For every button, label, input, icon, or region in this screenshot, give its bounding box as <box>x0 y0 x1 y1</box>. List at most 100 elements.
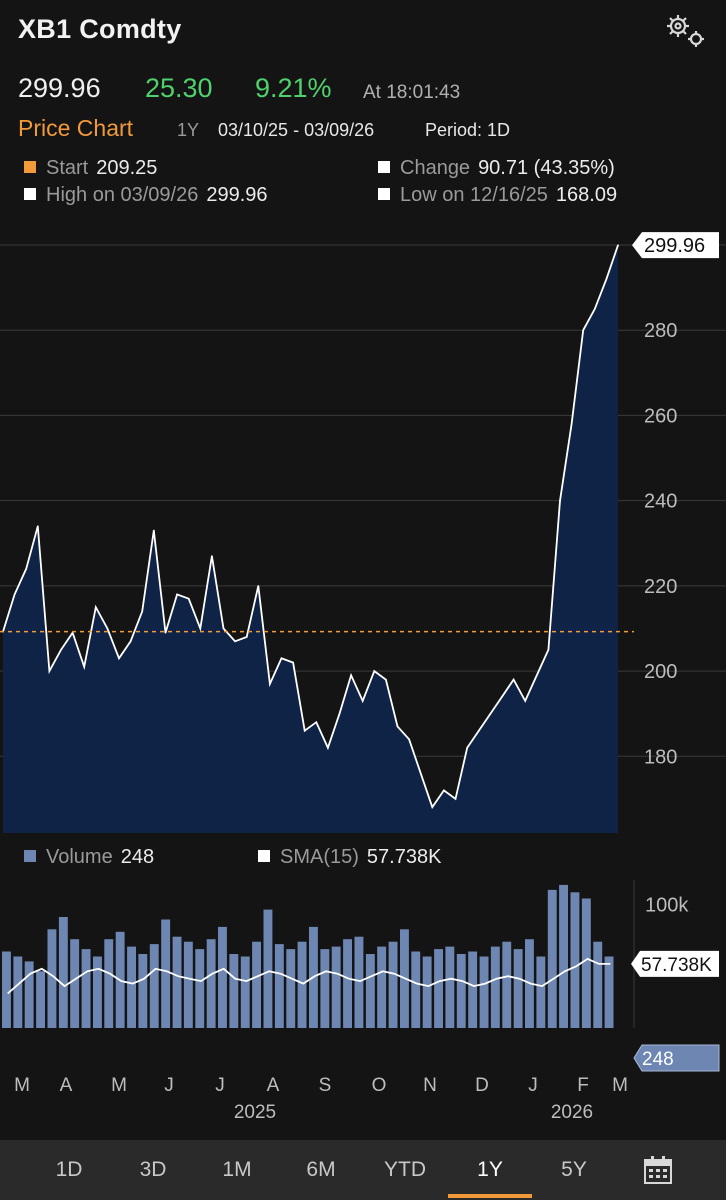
x-tick-label: D <box>475 1075 489 1096</box>
volume-bar <box>365 954 375 1028</box>
y-tick-label: 240 <box>644 491 677 513</box>
settings-gear-icon[interactable] <box>662 12 708 50</box>
price-point <box>489 712 492 715</box>
price-point <box>524 700 526 702</box>
volume-bar <box>36 971 45 1028</box>
high-value: 299.96 <box>206 184 268 206</box>
price-point <box>153 529 155 532</box>
volume-bar <box>2 951 11 1028</box>
volume-bar <box>502 941 512 1028</box>
price-point <box>466 746 468 749</box>
chart-range: 1Y <box>177 120 200 140</box>
volume-tick-label: 100k <box>645 895 689 917</box>
price-chart[interactable]: 180 200 220 240 260 280 299.96 <box>0 215 726 845</box>
x-tick-label: F <box>577 1075 589 1096</box>
volume-bar <box>161 919 171 1028</box>
start-label: Start <box>46 157 89 179</box>
volume-bar <box>343 939 352 1028</box>
volume-bar <box>149 944 159 1028</box>
calendar-icon[interactable] <box>643 1155 673 1185</box>
volume-bar <box>411 951 421 1028</box>
volume-bar <box>263 909 273 1028</box>
price-chart-title[interactable]: Price Chart <box>18 115 134 141</box>
volume-bar <box>183 941 193 1028</box>
volume-swatch <box>24 850 36 862</box>
volume-bar <box>274 944 284 1028</box>
x-tick-label: A <box>60 1075 73 1096</box>
chart-period: Period: 1D <box>425 120 511 140</box>
last-price-flag <box>632 232 719 259</box>
volume-bar <box>513 949 523 1028</box>
price-point <box>222 627 225 630</box>
tab-1y[interactable]: 1Y <box>477 1158 503 1181</box>
volume-bar <box>104 939 114 1028</box>
volume-bar <box>286 949 296 1028</box>
y-tick-label: 180 <box>644 746 677 768</box>
volume-bar <box>229 954 239 1028</box>
price-point <box>373 670 376 672</box>
price-point <box>187 597 190 600</box>
change-swatch <box>378 161 390 173</box>
price-point <box>535 674 538 677</box>
x-tick-label: S <box>319 1075 332 1096</box>
volume-label: Volume <box>46 846 113 868</box>
volume-bar <box>445 946 455 1028</box>
price-point <box>559 499 561 502</box>
price-point <box>37 525 39 528</box>
tab-3d[interactable]: 3D <box>139 1158 167 1181</box>
price-point <box>106 627 109 630</box>
x-tick-label: J <box>215 1075 225 1096</box>
volume-bar <box>218 926 227 1028</box>
x-tick-label: J <box>164 1075 174 1096</box>
start-value: 209.25 <box>96 157 158 179</box>
start-swatch <box>24 161 36 173</box>
volume-bar <box>138 954 148 1028</box>
volume-bar <box>547 889 557 1028</box>
price-point <box>408 738 410 741</box>
volume-bar <box>297 941 307 1028</box>
sma-swatch <box>258 850 270 862</box>
chart-date-range: 03/10/25 - 03/09/26 <box>218 120 375 140</box>
price-point <box>13 593 16 596</box>
volume-flag-label: 248 <box>642 1049 674 1070</box>
price-point <box>547 648 550 651</box>
volume-bar <box>331 946 341 1028</box>
x-tick-label: N <box>423 1075 437 1096</box>
price-point <box>129 640 132 643</box>
volume-bar <box>456 954 466 1028</box>
timeframe-bar <box>0 1140 726 1200</box>
price-area-fill <box>3 245 618 833</box>
x-year-label: 2025 <box>234 1102 276 1123</box>
price-point <box>83 666 86 668</box>
tab-1m[interactable]: 1M <box>222 1158 252 1181</box>
last-price: 299.96 <box>18 73 101 103</box>
tab-6m[interactable]: 6M <box>306 1158 336 1181</box>
volume-bar <box>354 936 364 1028</box>
volume-bar <box>422 956 432 1028</box>
volume-bar <box>127 946 136 1028</box>
tab-ytd[interactable]: YTD <box>384 1158 426 1181</box>
price-point <box>257 585 260 587</box>
stat-high: High on 03/09/26 299.96 <box>24 184 268 207</box>
price-point <box>245 636 248 638</box>
x-tick-label: J <box>528 1075 538 1096</box>
tab-1d[interactable]: 1D <box>55 1158 83 1181</box>
high-swatch <box>24 188 36 200</box>
price-point <box>280 657 283 660</box>
low-swatch <box>378 188 390 200</box>
low-label: Low on 12/16/25 <box>400 184 548 206</box>
price-point <box>350 674 352 677</box>
price-point <box>164 631 167 634</box>
volume-bar <box>377 946 387 1028</box>
price-point <box>269 683 271 685</box>
x-tick-label: A <box>267 1075 280 1096</box>
price-point <box>60 648 62 651</box>
volume-chart[interactable]: 100k 57.738K 248 M A M J J A S O N D J F M 2025 2026 <box>0 880 726 1130</box>
volume-bar <box>206 939 216 1028</box>
price-point <box>617 244 619 246</box>
x-tick-label: M <box>111 1075 127 1096</box>
sma-flag <box>631 950 719 977</box>
volume-bar <box>593 941 603 1028</box>
volume-bar <box>240 956 250 1028</box>
tab-5y[interactable]: 5Y <box>561 1158 587 1181</box>
